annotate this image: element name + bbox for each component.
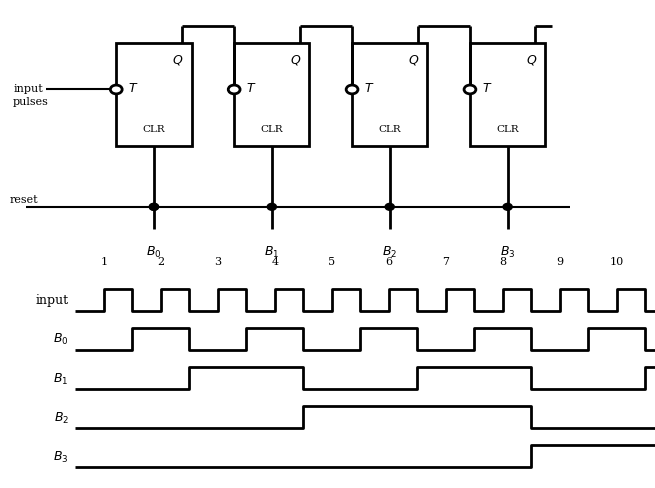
- Text: $B_0$: $B_0$: [146, 244, 162, 259]
- Text: 8: 8: [499, 256, 506, 266]
- Text: $B_1$: $B_1$: [54, 371, 69, 386]
- Text: input: input: [35, 294, 69, 306]
- Text: $B_2$: $B_2$: [54, 410, 69, 425]
- Text: $B_3$: $B_3$: [500, 244, 515, 259]
- Text: 5: 5: [328, 256, 335, 266]
- Text: $B_0$: $B_0$: [53, 332, 69, 346]
- Text: $T$: $T$: [246, 81, 256, 94]
- Polygon shape: [117, 44, 191, 146]
- Text: $Q$: $Q$: [408, 53, 419, 67]
- Text: $Q$: $Q$: [290, 53, 301, 67]
- Text: CLR: CLR: [496, 125, 519, 134]
- Text: 3: 3: [214, 256, 221, 266]
- Text: 1: 1: [100, 256, 107, 266]
- Text: 9: 9: [556, 256, 563, 266]
- Text: $B_1$: $B_1$: [264, 244, 280, 259]
- Text: 6: 6: [385, 256, 392, 266]
- Text: input
pulses: input pulses: [13, 83, 49, 107]
- Text: $T$: $T$: [364, 81, 374, 94]
- Circle shape: [110, 86, 122, 95]
- Text: CLR: CLR: [379, 125, 401, 134]
- Circle shape: [385, 204, 394, 211]
- Text: 2: 2: [157, 256, 164, 266]
- Circle shape: [503, 204, 512, 211]
- Text: $Q$: $Q$: [172, 53, 183, 67]
- Text: reset: reset: [10, 195, 39, 205]
- Circle shape: [149, 204, 159, 211]
- Text: $T$: $T$: [128, 81, 138, 94]
- Circle shape: [346, 86, 358, 95]
- Text: CLR: CLR: [143, 125, 165, 134]
- Polygon shape: [352, 44, 427, 146]
- Circle shape: [149, 204, 159, 211]
- Polygon shape: [234, 44, 310, 146]
- Text: $B_3$: $B_3$: [53, 449, 69, 464]
- Text: 4: 4: [271, 256, 278, 266]
- Text: $Q$: $Q$: [526, 53, 537, 67]
- Text: 7: 7: [442, 256, 449, 266]
- Circle shape: [228, 86, 240, 95]
- Text: CLR: CLR: [261, 125, 283, 134]
- Text: $T$: $T$: [482, 81, 492, 94]
- Polygon shape: [470, 44, 545, 146]
- Circle shape: [464, 86, 476, 95]
- Text: 10: 10: [610, 256, 624, 266]
- Circle shape: [267, 204, 276, 211]
- Text: $B_2$: $B_2$: [382, 244, 398, 259]
